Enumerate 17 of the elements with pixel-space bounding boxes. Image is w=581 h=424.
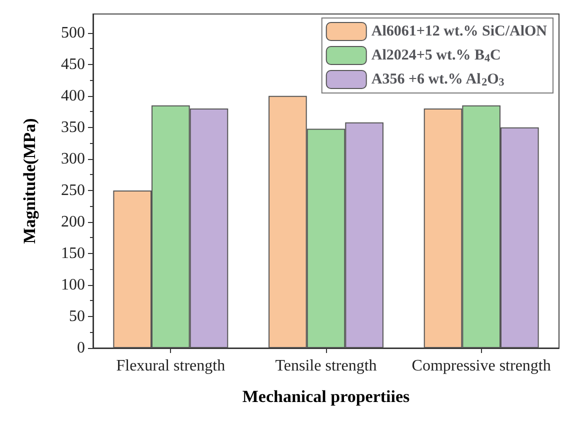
y-tick-label: 400	[61, 87, 85, 104]
legend-label: Al6061+12 wt.% SiC/AlON	[371, 24, 548, 40]
y-tick-label: 0	[77, 340, 85, 356]
y-tick-label: 300	[61, 150, 85, 168]
y-axis-title: Magnitude(MPa)	[20, 118, 39, 244]
x-axis-title: Mechanical propertiies	[242, 387, 410, 406]
y-tick-label: 500	[61, 24, 85, 42]
x-tick-label: Compressive strength	[412, 358, 551, 374]
x-tick-label: Flexural strength	[116, 358, 226, 374]
x-tick-label: Tensile strength	[275, 358, 377, 374]
y-tick-label: 350	[61, 118, 85, 136]
y-tick-label: 450	[61, 56, 85, 73]
y-tick-label: 150	[61, 244, 85, 262]
y-tick-label: 250	[61, 182, 85, 199]
y-tick-label: 200	[61, 213, 85, 230]
y-tick-label: 100	[61, 276, 85, 294]
y-tick-label: 50	[69, 308, 85, 325]
